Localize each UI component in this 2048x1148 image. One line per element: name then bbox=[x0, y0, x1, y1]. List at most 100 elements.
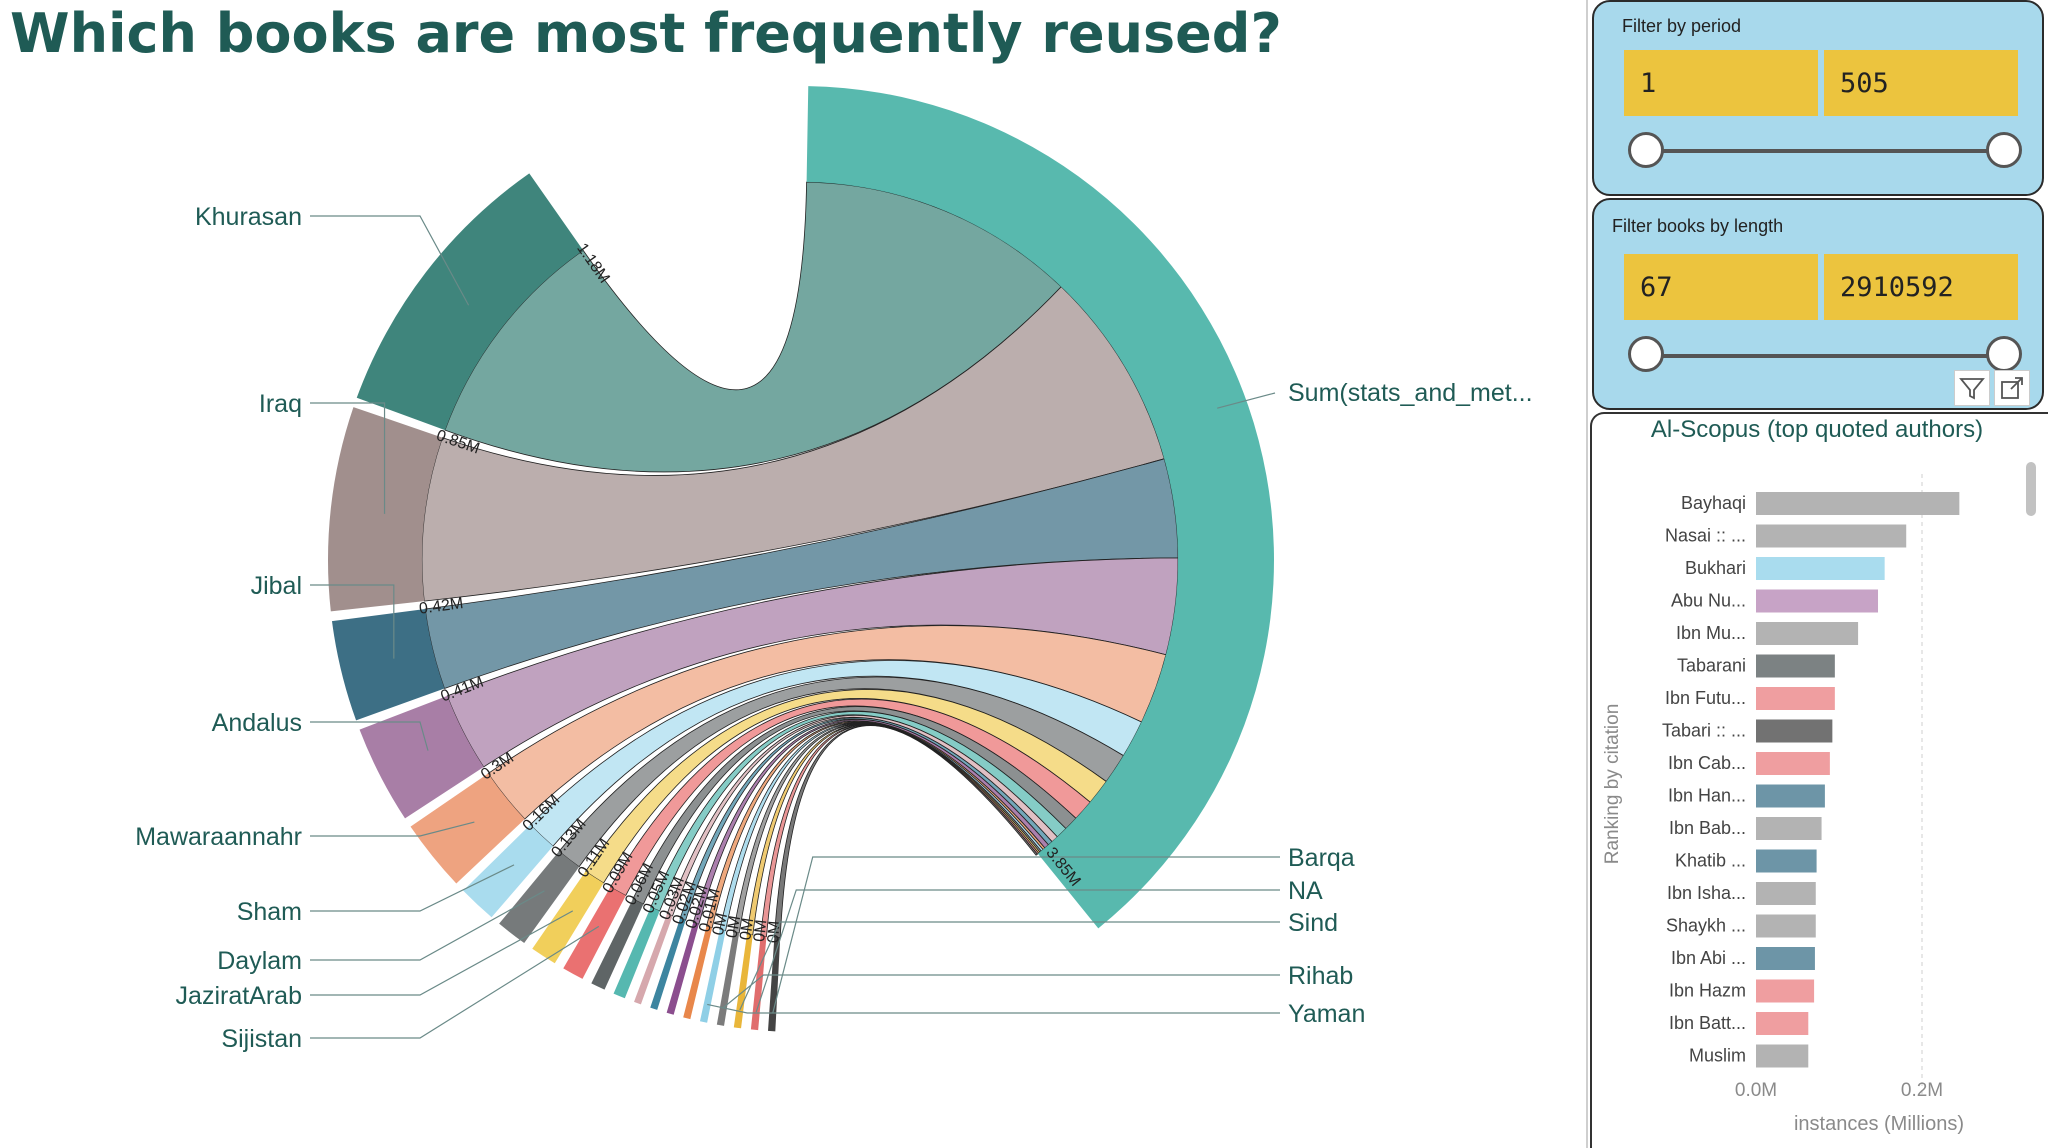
period-slicer: Filter by period 1 505 bbox=[1592, 0, 2044, 196]
filter-icon[interactable] bbox=[1954, 370, 1990, 406]
bar-category-label: Bayhaqi bbox=[1681, 493, 1746, 513]
chord-source-arc bbox=[463, 824, 554, 918]
chord-source-arc bbox=[634, 913, 673, 1005]
period-slider-min-handle[interactable] bbox=[1628, 132, 1664, 168]
chord-source-arc bbox=[328, 407, 443, 612]
chord-source-label: Sham bbox=[237, 898, 302, 926]
chord-source-label: Rihab bbox=[1288, 962, 1353, 990]
bar-category-label: Khatib ... bbox=[1675, 851, 1746, 871]
chord-ribbon bbox=[529, 660, 1143, 847]
bar-category-label: Ibn Hazm bbox=[1669, 981, 1746, 1001]
chord-source-arc bbox=[410, 773, 525, 884]
chord-target-arc bbox=[806, 86, 1274, 929]
bar-category-label: Ibn Cab... bbox=[1668, 753, 1746, 773]
bar-category-label: Nasai :: ... bbox=[1665, 526, 1746, 546]
chord-source-arc bbox=[331, 608, 445, 721]
focus-mode-icon[interactable] bbox=[1994, 370, 2030, 406]
bar bbox=[1756, 524, 1907, 548]
chord-ribbon bbox=[719, 721, 1044, 932]
length-slider-track[interactable] bbox=[1650, 354, 2006, 358]
chord-source-label: Sijistan bbox=[221, 1025, 302, 1053]
length-slicer-title: Filter books by length bbox=[1612, 216, 1784, 236]
chord-source-label: Daylam bbox=[217, 947, 302, 975]
bar bbox=[1756, 654, 1835, 678]
period-slicer-title: Filter by period bbox=[1622, 16, 1742, 36]
chord-source-arc bbox=[768, 937, 781, 1032]
bar-category-label: Abu Nu... bbox=[1671, 591, 1746, 611]
length-slider-min-handle[interactable] bbox=[1628, 336, 1664, 372]
bar-category-label: Muslim bbox=[1689, 1046, 1746, 1066]
chord-ribbon bbox=[446, 557, 1179, 768]
chord-label-leader bbox=[310, 402, 386, 514]
chord-value-label: 0.42M bbox=[418, 595, 464, 618]
bar bbox=[1756, 817, 1822, 840]
chord-source-label: Khurasan bbox=[195, 203, 302, 231]
chord-ribbon bbox=[487, 625, 1167, 820]
chord-label-leader bbox=[310, 215, 470, 306]
chord-source-label: Mawaraannahr bbox=[135, 823, 302, 851]
chord-ribbon bbox=[444, 181, 1062, 473]
chord-diagram: 1.18M0.85M0.42M0.41M0.3M0.16M0.13M0.11M0… bbox=[135, 86, 1533, 1053]
x-tick-label: 0.2M bbox=[1901, 1080, 1943, 1101]
bar-category-label: Tabarani bbox=[1677, 656, 1746, 676]
length-min-input[interactable]: 67 bbox=[1624, 254, 1818, 320]
chord-target-label: Sum(stats_and_met... bbox=[1288, 379, 1533, 407]
top-authors-title: Al-Scopus (top quoted authors) bbox=[1650, 416, 1984, 443]
bar bbox=[1756, 1012, 1809, 1035]
chord-label-leader bbox=[310, 721, 429, 751]
chord-label-leader bbox=[310, 910, 574, 996]
bar-category-label: Ibn Mu... bbox=[1676, 623, 1746, 643]
chord-source-arc bbox=[563, 887, 626, 979]
chord-label-leader bbox=[723, 974, 1280, 1008]
chord-source-arc bbox=[733, 934, 753, 1029]
chord-value-label: 0M bbox=[737, 917, 757, 941]
bar bbox=[1756, 784, 1825, 808]
chord-ribbons bbox=[421, 181, 1179, 938]
period-slider-track[interactable] bbox=[1650, 149, 2006, 153]
x-tick-label: 0.0M bbox=[1735, 1080, 1777, 1101]
chord-source-arc bbox=[591, 899, 644, 990]
y-axis-label: Ranking by citation bbox=[1602, 704, 1623, 865]
chord-source-label: Yaman bbox=[1288, 1000, 1365, 1028]
chord-visual: Which books are most frequently reused? … bbox=[10, 0, 1588, 1148]
bar bbox=[1756, 914, 1816, 938]
period-max-input[interactable]: 505 bbox=[1824, 50, 2018, 116]
bar-category-label: Ibn Han... bbox=[1668, 786, 1746, 806]
bar bbox=[1756, 979, 1815, 1003]
period-slider-max-handle[interactable] bbox=[1986, 132, 2022, 168]
top-authors-panel: Al-Scopus (top quoted authors) Bayhaqi Na… bbox=[1590, 412, 2048, 1148]
bar-category-label: Ibn Futu... bbox=[1665, 688, 1746, 708]
bar-category-label: Ibn Abi ... bbox=[1671, 948, 1746, 968]
chord-label-leader bbox=[755, 889, 1280, 1013]
bar bbox=[1756, 687, 1835, 710]
chord-value-label: 0M bbox=[751, 919, 770, 943]
chord-source-arc bbox=[716, 932, 740, 1026]
bar bbox=[1756, 849, 1817, 873]
chord-value-label: 0M bbox=[723, 915, 744, 940]
bar bbox=[1756, 557, 1885, 580]
chord-source-arc bbox=[650, 918, 686, 1010]
bar-category-label: Bukhari bbox=[1685, 558, 1746, 578]
chord-source-arc bbox=[699, 929, 726, 1023]
bar-category-label: Ibn Batt... bbox=[1669, 1013, 1746, 1033]
period-min-input[interactable]: 1 bbox=[1624, 50, 1818, 116]
chord-source-label: JaziratArab bbox=[176, 982, 302, 1010]
chord-source-label: Iraq bbox=[259, 390, 302, 418]
chord-ribbon bbox=[585, 689, 1107, 884]
chord-value-label: 0M bbox=[710, 912, 731, 937]
length-slicer: Filter books by length 67 2910592 bbox=[1592, 198, 2044, 410]
top-authors-scrollbar[interactable] bbox=[2026, 462, 2036, 516]
chord-source-arc bbox=[359, 695, 484, 819]
chord-ribbon bbox=[692, 719, 1050, 925]
bar bbox=[1756, 752, 1830, 775]
bar bbox=[1756, 589, 1879, 613]
bar-category-label: Tabari :: ... bbox=[1662, 721, 1746, 741]
chord-label-leader bbox=[739, 921, 1280, 1011]
bar bbox=[1756, 622, 1859, 645]
chord-label-leader bbox=[310, 584, 395, 659]
chord-label-leader bbox=[310, 890, 545, 961]
chord-source-label: NA bbox=[1288, 877, 1323, 905]
bar bbox=[1756, 947, 1815, 970]
length-slider-max-handle[interactable] bbox=[1986, 336, 2022, 372]
length-max-input[interactable]: 2910592 bbox=[1824, 254, 2018, 320]
